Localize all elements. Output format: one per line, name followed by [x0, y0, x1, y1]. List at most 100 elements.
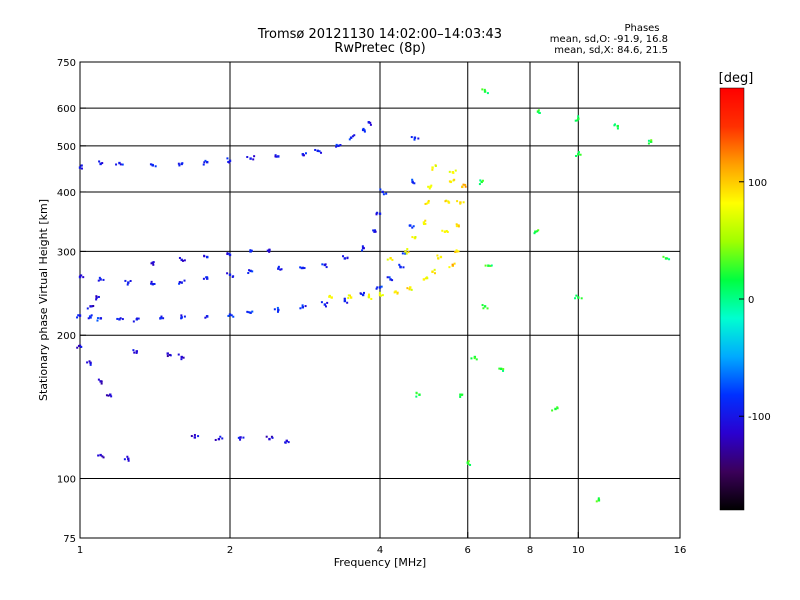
echo-point: [433, 268, 436, 271]
echo-point: [433, 272, 436, 275]
echo-point: [95, 298, 98, 301]
echo-point: [382, 193, 385, 196]
echo-point: [339, 144, 342, 147]
echo-point: [411, 178, 414, 181]
echo-point: [279, 268, 282, 271]
echo-point: [399, 265, 402, 268]
data-point: [180, 355, 183, 359]
echo-point: [437, 257, 440, 260]
echo-point: [299, 266, 302, 269]
echo-point: [343, 297, 346, 300]
echo-point: [415, 392, 418, 395]
echo-point: [252, 158, 255, 161]
echo-point: [467, 462, 470, 465]
echo-point: [149, 163, 152, 166]
echo-point: [88, 360, 91, 363]
echo-point: [206, 276, 209, 279]
echo-point: [348, 138, 351, 141]
data-point: [577, 117, 580, 120]
data-point: [418, 393, 421, 396]
x-tick-label: 6: [465, 545, 471, 556]
echo-point: [406, 287, 409, 290]
y-tick-label: 200: [57, 331, 76, 342]
data-point: [455, 250, 458, 253]
echo-point: [483, 88, 486, 91]
echo-point: [502, 369, 505, 372]
trace-x-mode-trace: [328, 169, 457, 300]
echo-point: [326, 301, 329, 304]
echo-point: [484, 264, 487, 267]
echo-point: [597, 497, 600, 500]
echo-point: [204, 316, 207, 319]
echo-point: [132, 320, 135, 323]
echo-point: [123, 458, 126, 461]
echo-point: [478, 183, 481, 186]
echo-point: [126, 283, 129, 286]
echo-point: [367, 293, 370, 296]
echo-point: [86, 307, 89, 310]
echo-point: [181, 162, 184, 165]
echo-point: [551, 409, 554, 412]
echo-point: [228, 161, 231, 164]
x-tick-label: 4: [377, 545, 383, 556]
echo-point: [347, 296, 350, 299]
data-point: [89, 316, 92, 319]
echo-point: [385, 192, 388, 195]
echo-point: [204, 159, 207, 162]
echo-point: [536, 230, 539, 233]
echo-point: [455, 223, 458, 226]
echo-point: [401, 252, 404, 255]
echo-point: [280, 268, 283, 271]
echo-point: [274, 155, 277, 158]
echo-point: [87, 317, 90, 320]
data-point: [429, 185, 432, 189]
data-point: [78, 166, 82, 169]
data-point: [459, 393, 462, 396]
echo-point: [137, 317, 140, 320]
echo-point: [347, 294, 350, 297]
echo-point: [304, 152, 307, 155]
echo-point: [579, 153, 582, 156]
data-point: [301, 266, 305, 270]
data-point: [301, 306, 305, 309]
echo-point: [405, 252, 408, 255]
echo-point: [121, 163, 124, 166]
echo-point: [150, 280, 153, 283]
data-point: [664, 257, 668, 260]
data-point: [422, 221, 426, 224]
echo-point: [348, 294, 351, 297]
echo-point: [411, 181, 414, 184]
data-point: [205, 277, 209, 280]
trace-f-region-lower-trace: [78, 188, 388, 286]
echo-point: [414, 236, 417, 239]
data-point: [449, 180, 453, 184]
echo-point: [577, 151, 580, 154]
data-point: [228, 313, 232, 316]
data-point: [118, 318, 121, 321]
data-point: [180, 258, 183, 262]
echo-point: [481, 88, 484, 91]
echo-point: [124, 279, 127, 282]
echo-point: [98, 276, 101, 279]
data-point: [409, 286, 412, 289]
echo-point: [580, 297, 583, 300]
echo-point: [151, 163, 154, 166]
echo-point: [647, 142, 650, 145]
echo-point: [273, 308, 276, 311]
data-point: [99, 380, 102, 383]
echo-point: [431, 270, 434, 273]
echo-point: [183, 259, 186, 262]
echo-point: [227, 314, 230, 317]
echo-point: [314, 148, 317, 151]
echo-point: [105, 394, 108, 397]
data-point: [473, 355, 477, 359]
echo-point: [410, 288, 413, 291]
trace-x-mode-trace-2: [386, 164, 437, 261]
data-point: [127, 281, 130, 284]
echo-point: [203, 161, 206, 164]
echo-point: [441, 229, 444, 232]
trace-upper-multiple-trace: [78, 121, 372, 170]
data-point: [447, 201, 451, 204]
echo-point: [481, 304, 484, 307]
echo-point: [77, 314, 80, 317]
